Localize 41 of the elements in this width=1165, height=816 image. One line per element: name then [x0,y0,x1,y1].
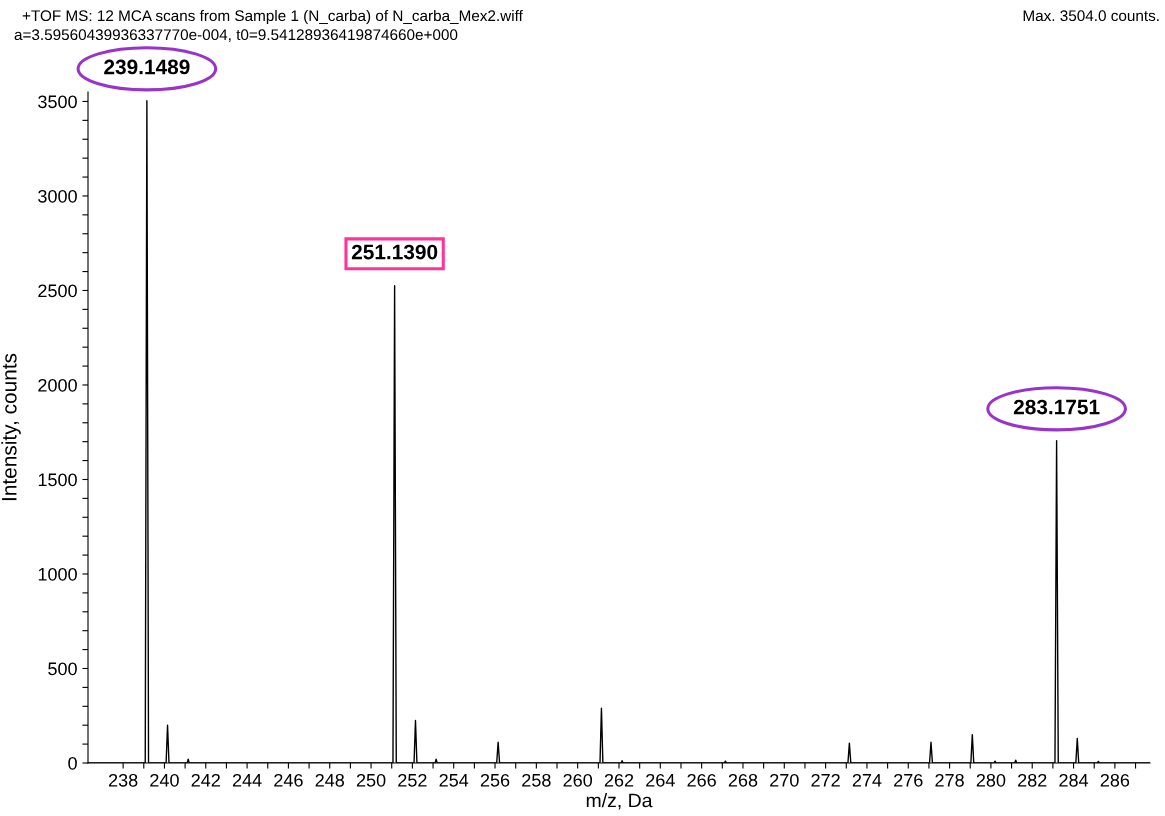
x-tick-label: 284 [1059,773,1089,787]
x-tick-label: 244 [232,773,262,787]
annotation: 283.1751 [1013,399,1100,415]
y-tick-label: 500 [48,662,77,676]
x-tick-label: 270 [770,773,799,787]
y-tick-label: 0 [68,756,77,770]
x-tick-label: 274 [852,773,882,787]
x-tick-label: 258 [522,773,551,787]
x-tick-label: 242 [191,773,220,787]
x-tick-label: 240 [150,773,179,787]
x-tick-label: 246 [274,773,303,787]
x-tick-label: 272 [811,773,840,787]
x-tick-label: 276 [894,773,923,787]
y-tick-label: 2000 [38,378,77,392]
x-tick-label: 248 [315,773,345,787]
chart-subtitle: a=3.59560439936337770e-004, t0=9.54128936419874660e+000 [14,29,458,42]
x-tick-label: 256 [480,773,510,787]
x-tick-label: 266 [687,773,716,787]
x-tick-label: 264 [646,773,675,787]
annotation: 239.1489 [104,59,190,75]
x-tick-label: 260 [563,773,593,787]
annotation: 251.1390 [351,244,438,260]
y-tick-label: 1000 [38,567,77,581]
text: Max. 3504.0 counts. [1023,10,1159,22]
y-tick-label: 3500 [38,95,77,109]
x-tick-label: 268 [728,773,758,787]
x-tick-label: 278 [935,773,964,787]
x-tick-label: 286 [1100,773,1130,787]
y-axis-title: Intensity, counts [1,353,21,501]
y-tick-label: 3000 [38,189,77,203]
y-tick-label: 2500 [38,284,77,298]
y-tick-label: 1500 [38,473,77,487]
x-tick-label: 250 [356,773,386,787]
x-tick-label: 262 [604,773,634,787]
x-tick-label: 282 [1018,773,1047,787]
x-tick-label: 254 [439,773,469,787]
x-tick-label: 252 [398,773,427,787]
x-axis-title: m/z, Da [586,793,653,810]
x-tick-label: 280 [976,773,1006,787]
x-tick-label: 238 [108,773,138,787]
chart-title: +TOF MS: 12 MCA scans from Sample 1 (N_carba) of N_carba_Mex2.wiff [22,9,523,25]
